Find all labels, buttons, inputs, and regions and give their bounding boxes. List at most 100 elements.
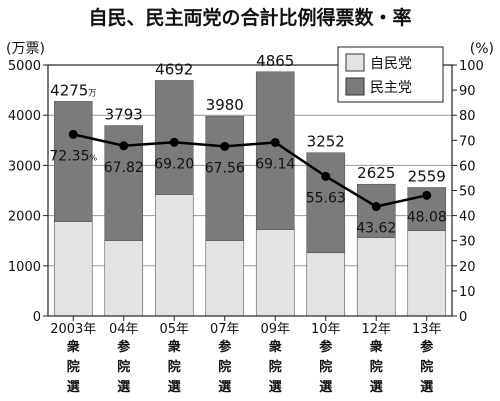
election-type-char: 選 <box>168 379 181 395</box>
bar-segment-ldp <box>154 194 194 317</box>
y-tick-label: 4000 <box>8 109 41 124</box>
election-type-char: 院 <box>420 359 433 375</box>
rate-line <box>68 129 432 212</box>
category-label: 05年 <box>159 322 189 337</box>
bar-total-label: 4692 <box>155 60 193 78</box>
bar-total-labels: 4275万 3793 4692 3980 4865 3252 2625 2559 <box>50 52 446 186</box>
election-type-char: 院 <box>370 359 383 375</box>
election-type-char: 選 <box>370 379 383 395</box>
legend-swatch-ldp <box>345 53 365 72</box>
y-tick-label: 3000 <box>8 159 41 174</box>
y2-tick-label: 70 <box>459 134 476 149</box>
total-unit-suffix: 万 <box>88 88 96 97</box>
rate-point <box>321 171 331 181</box>
y2-tick-label: 20 <box>459 260 476 275</box>
rate-point <box>371 202 381 212</box>
y2-tick-label: 80 <box>459 109 476 124</box>
rate-label: 69.14 <box>255 156 295 172</box>
y2-tick-label: 40 <box>459 210 476 225</box>
bar-segment-dpj <box>205 115 245 242</box>
rate-label: 48.08 <box>407 209 447 225</box>
election-type-char: 参 <box>218 339 232 355</box>
y2-tick-label: 10 <box>459 285 476 300</box>
bar-total-label: 4865 <box>256 52 294 70</box>
rate-label: 72.35% <box>49 148 97 164</box>
election-type-char: 院 <box>168 359 181 375</box>
y2-axis-ticks: 0 10 20 30 40 50 60 70 80 90 100 <box>452 59 484 325</box>
election-type-char: 院 <box>269 359 282 375</box>
y-tick-label: 2000 <box>8 210 41 225</box>
rate-labels: 72.35% 67.82 69.20 67.56 69.14 55.63 43.62 48.0… <box>49 148 446 236</box>
bar-segment-ldp <box>306 252 346 317</box>
election-type-char: 参 <box>319 339 333 355</box>
bar-segment-ldp <box>255 229 295 317</box>
election-type-char: 衆 <box>370 339 383 355</box>
bar-segment-dpj <box>154 80 194 195</box>
y2-tick-label: 60 <box>459 159 476 174</box>
rate-point <box>422 190 432 200</box>
election-type-char: 選 <box>67 379 80 395</box>
legend-label-ldp: 自民党 <box>370 56 412 72</box>
election-type-char: 選 <box>117 379 130 395</box>
y2-tick-label: 50 <box>459 185 476 200</box>
y2-tick-label: 30 <box>459 235 476 250</box>
rate-label: 43.62 <box>356 221 396 237</box>
y-axis-ticks: 0 1000 2000 3000 4000 5000 <box>8 59 48 325</box>
rate-line-path <box>72 133 428 208</box>
rate-label: 67.56 <box>205 160 245 176</box>
bar-total-label: 3980 <box>206 96 244 114</box>
bar-total-label: 4275万 <box>50 81 96 99</box>
bar-total-label: 2625 <box>357 164 395 182</box>
bar-total-label: 2559 <box>408 168 446 186</box>
rate-label: 55.63 <box>306 190 346 206</box>
bar-segment-dpj <box>306 152 346 254</box>
bar-segment-dpj <box>53 101 93 222</box>
election-type-char: 衆 <box>168 339 181 355</box>
election-type-char: 院 <box>218 359 231 375</box>
rate-point <box>68 129 78 139</box>
election-type-char: 衆 <box>67 339 80 355</box>
bar-total-label: 3793 <box>105 106 143 124</box>
rate-point <box>119 141 129 151</box>
bar-segment-ldp <box>407 230 447 317</box>
y-tick-label: 5000 <box>8 59 41 74</box>
election-type-char: 院 <box>67 359 80 375</box>
election-type-char: 選 <box>269 379 282 395</box>
rate-point <box>220 141 230 151</box>
category-label: 10年 <box>311 322 341 337</box>
election-type-char: 院 <box>319 359 332 375</box>
category-label: 04年 <box>109 322 139 337</box>
bar-segment-ldp <box>205 240 245 317</box>
rate-point <box>169 137 179 147</box>
election-type-char: 選 <box>420 379 433 395</box>
category-label: 13年 <box>412 322 442 337</box>
rate-label: 67.82 <box>104 160 144 176</box>
category-label: 2003年 <box>50 322 96 337</box>
y2-axis-unit: (%) <box>470 41 494 57</box>
rate-unit-suffix: % <box>89 153 97 162</box>
election-type-char: 衆 <box>269 339 282 355</box>
y-axis-unit: (万票) <box>6 41 45 57</box>
bar-segment-ldp <box>356 237 396 317</box>
y-tick-label: 1000 <box>8 260 41 275</box>
y2-tick-label: 90 <box>459 84 476 99</box>
legend-swatch-dpj <box>345 77 365 96</box>
legend-label-dpj: 民主党 <box>370 80 412 96</box>
bars <box>53 71 447 317</box>
category-label: 07年 <box>210 322 240 337</box>
y-tick-label: 0 <box>33 310 41 325</box>
chart-title: 自民、民主両党の合計比例得票数・率 <box>88 6 411 29</box>
election-type-char: 院 <box>117 359 130 375</box>
bar-segment-ldp <box>104 240 144 317</box>
y2-tick-label: 0 <box>459 310 467 325</box>
legend: 自民党 民主党 <box>337 46 444 103</box>
rate-point <box>270 137 280 147</box>
category-label: 09年 <box>260 322 290 337</box>
y2-tick-label: 100 <box>459 59 484 74</box>
bar-segment-ldp <box>53 221 93 317</box>
rate-label: 69.20 <box>154 156 194 172</box>
election-type-char: 選 <box>218 379 231 395</box>
bar-total-label: 3252 <box>307 133 345 151</box>
